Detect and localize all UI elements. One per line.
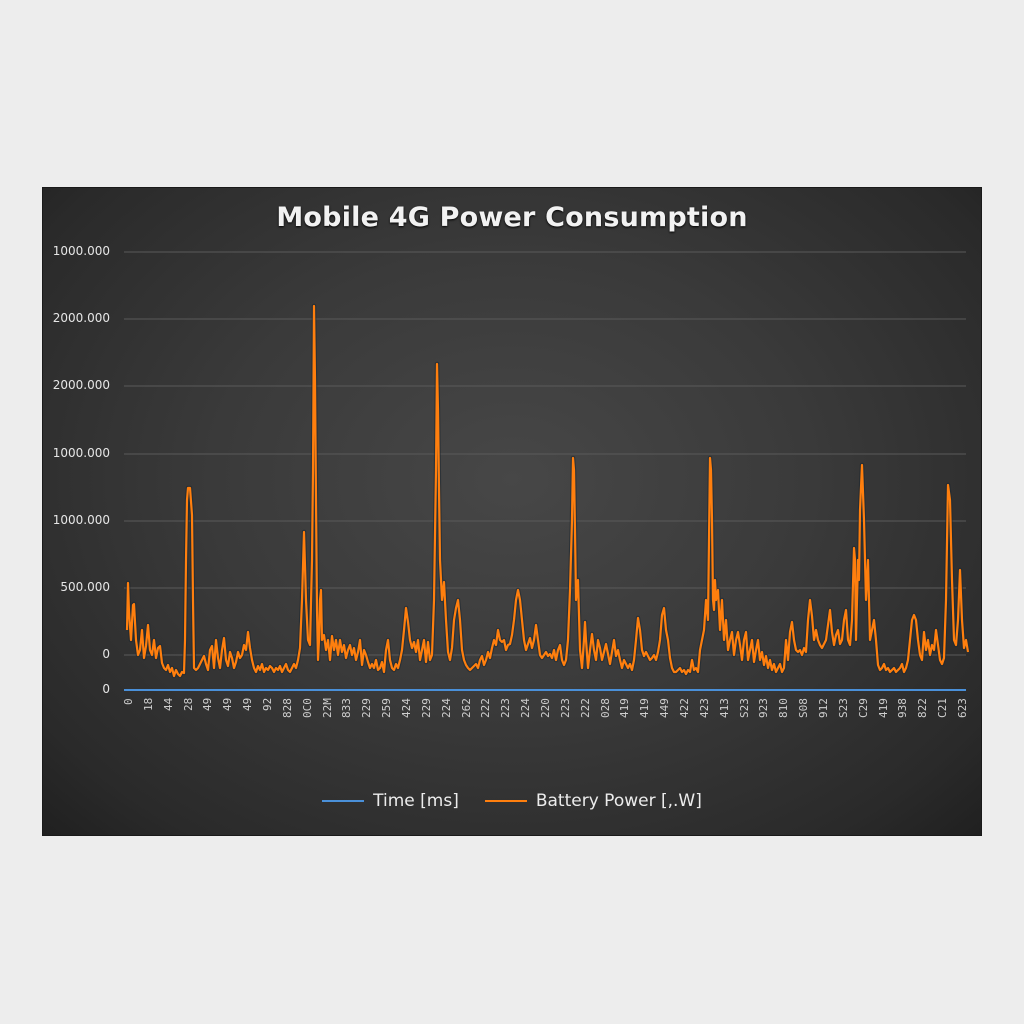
battery-power-swatch-icon: [484, 800, 527, 802]
x-tick-label: 419: [638, 698, 652, 718]
x-tick-label: 449: [658, 698, 672, 718]
gridlines: [124, 251, 966, 656]
x-tick-label: S08: [797, 698, 811, 718]
x-tick-label: 220: [539, 698, 552, 718]
x-tick-label: 419: [876, 698, 890, 718]
x-tick-label: 229: [419, 698, 433, 718]
x-tick-label: 49: [201, 698, 215, 712]
x-tick-label: 424: [400, 698, 413, 718]
legend-label-time: Time [ms]: [373, 791, 459, 811]
time-swatch-icon: [322, 800, 365, 802]
chart-card: Mobile 4G Power Consumption 1000.000 2000…: [43, 188, 981, 835]
x-tick-label: 912: [817, 698, 830, 718]
legend-item-battery-power[interactable]: Battery Power [,.W]: [484, 791, 702, 811]
x-tick-label: 222: [479, 698, 493, 718]
x-tick-label: 222: [578, 698, 592, 718]
x-tick-label: 92: [261, 698, 274, 712]
y-tick-label: 0: [102, 647, 110, 661]
x-tick-label: 028: [598, 698, 612, 718]
x-tick-label: 44: [161, 698, 175, 712]
legend-label-battery-power: Battery Power [,.W]: [535, 791, 702, 811]
x-tick-label: 49: [221, 698, 235, 712]
x-tick-label: 259: [380, 698, 394, 718]
x-tick-label: S23: [737, 698, 751, 718]
x-tick-label: 262: [459, 698, 473, 718]
x-tick-label: S23: [836, 698, 850, 718]
y-tick-label: 1000.000: [52, 513, 110, 527]
x-tick-label: 224: [519, 698, 533, 718]
x-tick-label: 229: [360, 698, 374, 718]
x-tick-label: C21: [936, 698, 950, 718]
y-tick-label: 1000.000: [52, 446, 110, 460]
x-tick-label: 223: [558, 698, 572, 718]
x-tick-label: 833: [340, 698, 354, 718]
x-tick-label: 810: [777, 698, 791, 718]
legend-item-time[interactable]: Time [ms]: [322, 791, 459, 811]
x-tick-label: 0: [122, 698, 135, 705]
x-tick-label: 0C0: [300, 698, 314, 718]
plot-area: [124, 251, 971, 691]
y-tick-label: 1000.000: [52, 244, 110, 258]
x-tick-label: 938: [896, 698, 910, 718]
x-tick-label: C29: [856, 698, 870, 718]
x-tick-label: 623: [956, 698, 969, 718]
x-tick-label: 422: [678, 698, 691, 718]
x-tick-label: 28: [181, 698, 195, 712]
x-tick-label: 224: [439, 698, 453, 718]
power-series-line: [125, 304, 970, 678]
x-tick-label: 413: [717, 698, 731, 718]
legend: Time [ms] Battery Power [,.W]: [43, 791, 981, 811]
x-tick-label: 223: [499, 698, 513, 718]
y-tick-label: 2000.000: [52, 311, 110, 325]
x-tick-label: 49: [241, 698, 255, 712]
y-tick-label: 0: [102, 682, 110, 696]
power-series-shadow: [124, 303, 971, 679]
y-tick-label: 500.000: [60, 580, 110, 594]
y-tick-label: 2000.000: [52, 378, 110, 392]
x-tick-label: 18: [141, 698, 155, 712]
x-tick-label: 923: [757, 698, 771, 718]
x-tick-label: 22M: [320, 698, 334, 718]
x-tick-label: 423: [697, 698, 711, 718]
x-tick-label: 822: [916, 698, 930, 718]
x-tick-label: 419: [618, 698, 632, 718]
chart-title: Mobile 4G Power Consumption: [276, 202, 748, 233]
x-tick-label: 828: [280, 698, 294, 718]
